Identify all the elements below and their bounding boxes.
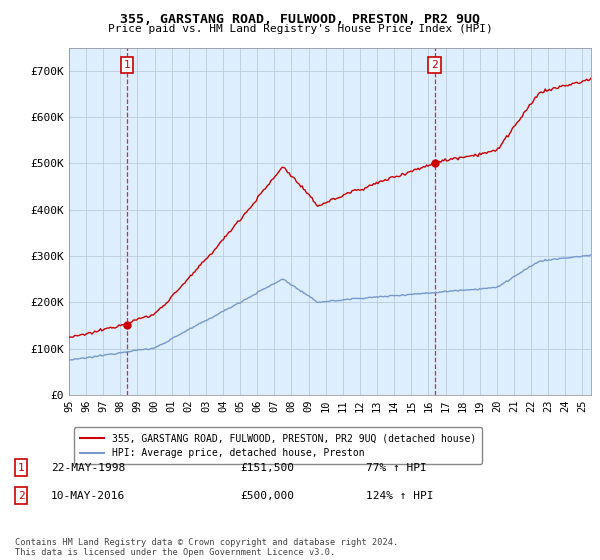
Text: Contains HM Land Registry data © Crown copyright and database right 2024.
This d: Contains HM Land Registry data © Crown c… bbox=[15, 538, 398, 557]
Text: Price paid vs. HM Land Registry's House Price Index (HPI): Price paid vs. HM Land Registry's House … bbox=[107, 24, 493, 34]
Text: £151,500: £151,500 bbox=[240, 463, 294, 473]
Text: 77% ↑ HPI: 77% ↑ HPI bbox=[366, 463, 427, 473]
Legend: 355, GARSTANG ROAD, FULWOOD, PRESTON, PR2 9UQ (detached house), HPI: Average pri: 355, GARSTANG ROAD, FULWOOD, PRESTON, PR… bbox=[74, 427, 482, 464]
Text: 22-MAY-1998: 22-MAY-1998 bbox=[51, 463, 125, 473]
Text: £500,000: £500,000 bbox=[240, 491, 294, 501]
Text: 2: 2 bbox=[17, 491, 25, 501]
Text: 10-MAY-2016: 10-MAY-2016 bbox=[51, 491, 125, 501]
Text: 124% ↑ HPI: 124% ↑ HPI bbox=[366, 491, 433, 501]
Text: 1: 1 bbox=[17, 463, 25, 473]
Text: 2: 2 bbox=[431, 60, 438, 70]
Text: 1: 1 bbox=[124, 60, 130, 70]
Text: 355, GARSTANG ROAD, FULWOOD, PRESTON, PR2 9UQ: 355, GARSTANG ROAD, FULWOOD, PRESTON, PR… bbox=[120, 13, 480, 26]
